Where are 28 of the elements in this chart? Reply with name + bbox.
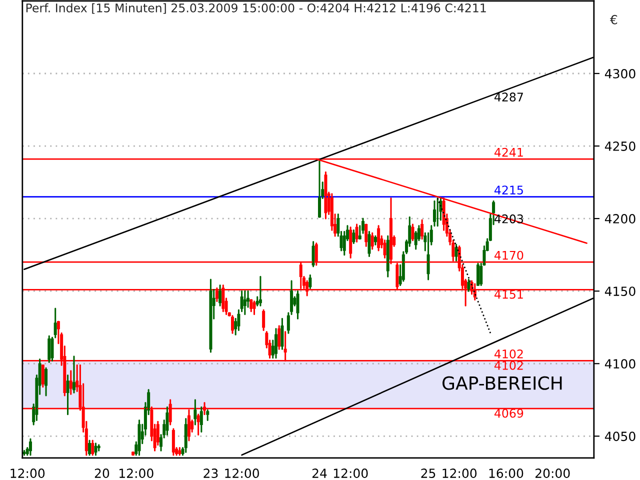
x-tick-label: 24 — [312, 468, 327, 478]
x-tick-label: 12:00 — [442, 468, 477, 478]
y-tick-label: 4050 — [604, 432, 636, 442]
ref-line-label: 4170 — [494, 250, 524, 260]
y-tick-label: 4200 — [604, 214, 636, 224]
band-label: GAP-BEREICH — [442, 376, 562, 390]
annotation: 4069 — [494, 408, 524, 418]
y-tick-label: 4250 — [604, 142, 636, 151]
y-tick-label: 4100 — [604, 359, 636, 369]
ref-line-label: 4241 — [494, 148, 523, 157]
ref-line-label: 4215 — [494, 186, 523, 195]
annotation: 4102 — [494, 360, 523, 370]
x-tick-label: 12:00 — [225, 468, 259, 478]
x-tick-label: 20:00 — [535, 468, 570, 478]
x-tick-label: 20 — [94, 468, 110, 478]
x-tick-label: 12:00 — [120, 468, 154, 478]
x-tick-label: 12:00 — [10, 468, 45, 478]
y-tick-label: 4300 — [604, 68, 636, 78]
annotation: 4287 — [494, 92, 523, 102]
x-tick-label: 25 — [421, 468, 436, 478]
chart-title: Perf. Index [15 Minuten] 25.03.2009 15:00:00 - O:4204 H:4212 L:4196 C:4211 — [26, 3, 486, 14]
x-tick-label: 16:00 — [489, 468, 524, 478]
annotation: 4151 — [494, 290, 523, 299]
y-tick-label: 4150 — [604, 286, 636, 296]
x-tick-label: 12:00 — [334, 468, 368, 478]
y-axis-title: € — [610, 14, 618, 24]
ref-line-label: 4102 — [494, 350, 523, 358]
x-tick-label: 23 — [204, 468, 218, 478]
